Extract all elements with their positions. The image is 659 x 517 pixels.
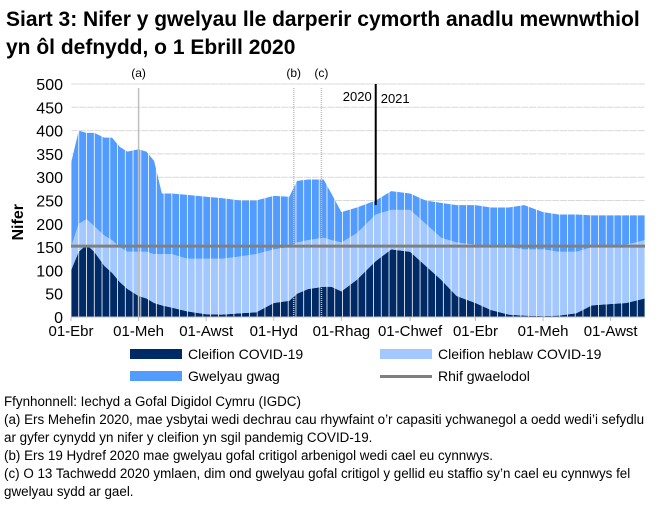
legend-item: Gwelyau gwag [130,368,280,384]
legend-item: Cleifion heblaw COVID-19 [380,346,601,362]
x-tick-label: 01-Hyd [250,323,298,340]
y-tick-label: 500 [36,77,63,94]
y-tick-label: 100 [36,263,63,280]
note-a: (a) Ers Mehefin 2020, mae ysbytai wedi d… [4,412,645,445]
y-axis-label: Nifer [10,204,27,240]
y-tick-label: 200 [36,217,63,234]
legend-swatch [130,349,182,359]
x-tick-label: 01-Chwef [378,323,443,340]
legend-swatch [130,371,182,381]
chart-title: Siart 3: Nifer y gwelyau lle darperir cy… [6,8,640,59]
source-note: Ffynhonnell: Iechyd a Gofal Digidol Cymr… [4,394,301,409]
annotation-label: (c) [314,66,328,80]
y-tick-label: 350 [36,147,63,164]
stacked-area-chart: 0 50 100 150 200 250 300 350 400 450 500 Nifer (a) (b… [10,66,646,340]
x-tick-label: 01-Meh [113,323,164,340]
y-tick-label: 50 [45,287,63,304]
legend-item: Cleifion COVID-19 [130,346,303,362]
legend-label: Cleifion COVID-19 [188,346,304,362]
legend-swatch [380,374,432,378]
x-tick-label: 01-Awst [179,323,234,340]
legend-item: Rhif gwaelodol [380,368,530,384]
y-tick-label: 0 [54,310,63,327]
legend-label: Cleifion heblaw COVID-19 [438,346,602,362]
annotation-label: (b) [286,66,301,80]
footnotes: Ffynhonnell: Iechyd a Gofal Digidol Cymr… [4,393,659,501]
x-tick-label: 01-Ebr [48,323,93,340]
x-tick-label: 01-Ebr [453,323,498,340]
y-tick-label: 150 [36,240,63,257]
annotation-label: (a) [131,66,146,80]
year-label-right: 2021 [381,91,410,106]
y-tick-label: 400 [36,124,63,141]
legend-swatch [380,349,432,359]
x-tick-label: 01-Awst [584,323,639,340]
x-tick-label: 01-Rhag [313,323,371,340]
note-b: (b) Ers 19 Hydref 2020 mae gwelyau gofal… [4,448,494,463]
y-tick-label: 250 [36,194,63,211]
y-tick-label: 300 [36,170,63,187]
year-label-left: 2020 [343,89,372,104]
legend-label: Gwelyau gwag [188,368,280,384]
area-empty-beds [71,130,645,259]
y-tick-label: 450 [36,100,63,117]
legend-label: Rhif gwaelodol [438,368,530,384]
x-tick-label: 01-Meh [518,323,569,340]
note-c: (c) O 13 Tachwedd 2020 ymlaen, dim ond g… [4,466,631,499]
